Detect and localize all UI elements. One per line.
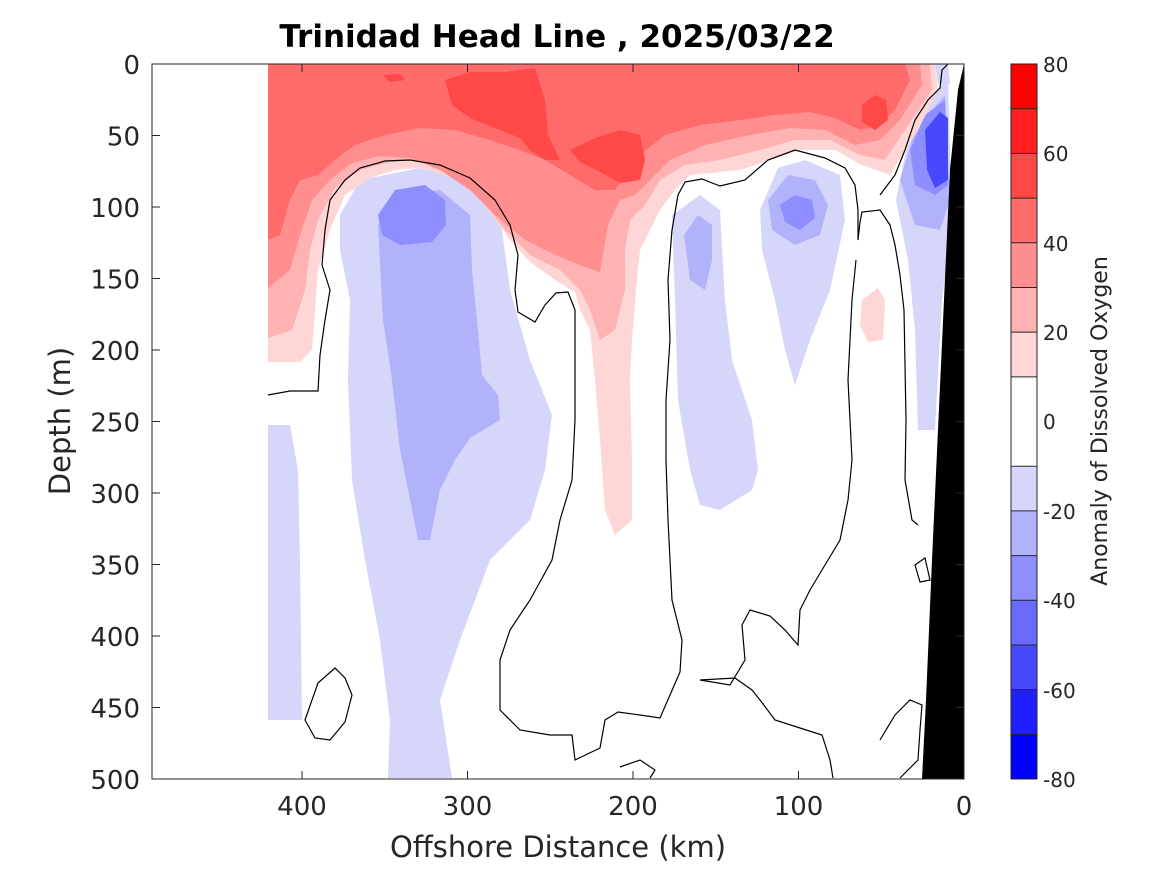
colorbar-tick-label: 20 — [1043, 321, 1068, 345]
y-tick-marks — [152, 63, 964, 780]
zero-contour-coast-low — [914, 556, 931, 583]
y-tick-label: 350 — [90, 552, 140, 582]
x-tick-label: 100 — [774, 792, 824, 822]
zero-contour-bottom-right — [879, 699, 923, 779]
colorbar-segment — [1011, 510, 1037, 556]
y-tick-label: 50 — [107, 123, 140, 153]
chart-title: Trinidad Head Line , 2025/03/22 — [279, 19, 834, 55]
colorbar-segment — [1011, 64, 1037, 109]
colorbar-label: Anomaly of Dissolved Oxygen — [1088, 256, 1113, 586]
zero-contours — [267, 63, 949, 779]
zero-contour-left-upper — [699, 677, 834, 779]
contour-fill-pos50-east — [862, 95, 888, 130]
y-axis: 0 50 100 150 200 250 300 350 400 450 500… — [43, 51, 964, 796]
colorbar-segment — [1011, 108, 1037, 154]
colorbar-segment — [1011, 242, 1037, 288]
colorbar-tick-label: 80 — [1043, 53, 1068, 77]
y-tick-label: 100 — [90, 194, 140, 224]
colorbar-tick-label: -80 — [1043, 768, 1076, 792]
contour-fill-neg20-west — [378, 190, 500, 540]
y-tick-label: 250 — [90, 409, 140, 439]
zero-contour-coast — [879, 63, 949, 196]
x-tick-label: 200 — [608, 792, 658, 822]
contour-fill-pos50-main — [445, 68, 560, 160]
x-axis-label: Offshore Distance (km) — [390, 830, 726, 864]
colorbar-segment — [1011, 332, 1037, 377]
colorbar-segment — [1011, 198, 1037, 243]
contour-fill-neg30-west — [378, 185, 446, 245]
x-tick-label: 400 — [277, 792, 327, 822]
y-tick-label: 500 — [90, 766, 140, 796]
zero-contour-mid-lower — [699, 259, 857, 686]
x-tick-label: 300 — [443, 792, 493, 822]
contour-fill-neg20-mid — [684, 215, 712, 290]
colorbar-tick-label: 40 — [1043, 232, 1068, 256]
contour-fill-neg10-top — [935, 64, 950, 84]
y-tick-label: 150 — [90, 266, 140, 296]
y-tick-label: 300 — [90, 480, 140, 510]
x-tick-labels: 400 300 200 100 0 — [277, 792, 972, 822]
contour-fill-pos10-east-spot — [860, 288, 885, 342]
colorbar-tick-label: 60 — [1043, 142, 1068, 166]
colorbar-segment — [1011, 376, 1037, 467]
colorbar-segment — [1011, 466, 1037, 511]
contour-fill-pos50-spot — [383, 74, 405, 82]
colorbar: 80 60 40 20 0 -20 -40 -60 -80 Anomaly of… — [1010, 53, 1113, 792]
contour-fill-neg30-east — [780, 195, 815, 230]
colorbar-segment — [1011, 644, 1037, 690]
colorbar-segment — [1011, 689, 1037, 735]
colorbar-tick-label: -60 — [1043, 679, 1076, 703]
colorbar-segment — [1011, 287, 1037, 333]
zero-contour-main — [267, 149, 919, 761]
contour-fill-neg10-west — [268, 425, 302, 720]
colorbar-segment — [1011, 734, 1037, 779]
x-axis: 400 300 200 100 0 Offshore Distance (km) — [277, 64, 972, 864]
bathymetry-fill — [922, 64, 964, 779]
colorbar-tick-label: -40 — [1043, 589, 1076, 613]
y-tick-label: 450 — [90, 695, 140, 725]
colorbar-segments — [1011, 64, 1037, 779]
y-tick-label: 400 — [90, 623, 140, 653]
colorbar-segment — [1011, 600, 1037, 645]
colorbar-tick-label: 0 — [1043, 410, 1056, 434]
contour-fill-neg40-coast — [925, 112, 948, 188]
zero-contour-bottom-left — [619, 759, 656, 779]
plot-area — [151, 63, 965, 780]
y-tick-labels: 0 50 100 150 200 250 300 350 400 450 500 — [90, 51, 140, 796]
colorbar-tick-labels: 80 60 40 20 0 -20 -40 -60 -80 — [1043, 53, 1076, 792]
colorbar-segment — [1011, 153, 1037, 199]
colorbar-segment — [1011, 555, 1037, 601]
y-axis-label: Depth (m) — [43, 347, 77, 495]
colorbar-frame — [1010, 63, 1038, 780]
x-tick-marks — [301, 64, 799, 779]
contour-fill-pos50-mid — [570, 130, 645, 183]
y-tick-label: 200 — [90, 337, 140, 367]
zero-contour-island-1 — [304, 667, 353, 741]
colorbar-tick-label: -20 — [1043, 500, 1076, 524]
x-tick-label: 0 — [956, 792, 973, 822]
y-tick-label: 0 — [123, 51, 140, 81]
